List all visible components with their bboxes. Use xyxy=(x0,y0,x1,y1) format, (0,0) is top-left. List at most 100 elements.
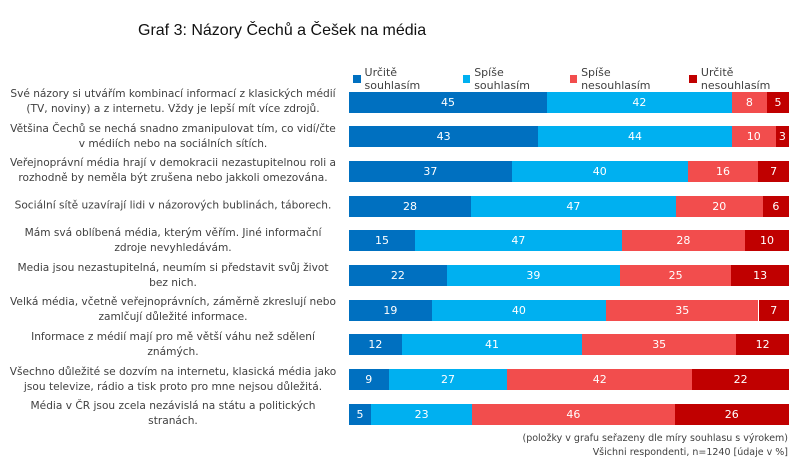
data-label: 40 xyxy=(511,303,526,317)
data-label: 22 xyxy=(733,373,748,387)
bar-segment: 22 xyxy=(349,265,447,286)
bar-segment: 41 xyxy=(401,334,583,356)
data-label: 40 xyxy=(592,164,607,178)
legend-label: Spíše souhlasím xyxy=(474,66,530,92)
data-label: 37 xyxy=(423,164,438,178)
bar-segment: 37 xyxy=(349,160,512,182)
legend-label: Spíše nesouhlasím xyxy=(581,66,651,92)
data-label: 39 xyxy=(526,269,541,282)
bar-segment: 22 xyxy=(692,369,789,391)
category-label: Většina Čechů se nechá snadno zmanipulov… xyxy=(10,122,336,150)
data-label: 7 xyxy=(770,303,778,317)
bar-segment: 12 xyxy=(349,334,402,356)
category-label: Sociální sítě uzavírají lidi v názorovýc… xyxy=(14,199,332,212)
data-label: 10 xyxy=(746,130,761,144)
data-label: 46 xyxy=(566,407,581,421)
bar-segment: 9 xyxy=(349,369,389,391)
bar-segment: 10 xyxy=(745,230,789,252)
category-label: Informace z médií mají pro mě větší váhu… xyxy=(31,330,315,358)
category-label: Všechno důležité se dozvím na internetu,… xyxy=(9,365,337,393)
bar-segment: 28 xyxy=(621,230,745,252)
data-label: 10 xyxy=(760,234,774,248)
data-label: 16 xyxy=(715,164,730,178)
data-label: 35 xyxy=(652,338,667,352)
data-label: 8 xyxy=(745,95,753,109)
data-label: 25 xyxy=(668,269,683,282)
category-label: Velká média, včetně veřejnoprávních, zám… xyxy=(10,296,336,324)
bar-segment: 35 xyxy=(606,299,759,321)
data-label: 20 xyxy=(712,199,727,213)
bar-segment: 12 xyxy=(736,334,789,356)
bar-segment: 28 xyxy=(349,195,471,217)
data-label: 15 xyxy=(375,234,389,248)
chart-title: Graf 3: Názory Čechů a Češek na média xyxy=(138,22,427,39)
legend-item: Spíše nesouhlasím xyxy=(569,66,678,92)
category-label: Své názory si utvářím kombinací informac… xyxy=(10,88,336,115)
category-label: Mám svá oblíbená média, kterým věřím. Ji… xyxy=(24,226,322,254)
data-label: 12 xyxy=(368,338,383,352)
bar-segment: 20 xyxy=(675,195,763,217)
bar-segment: 5 xyxy=(767,91,789,113)
bar-segment: 15 xyxy=(349,230,415,252)
data-label: 19 xyxy=(383,303,398,317)
bar-segment: 25 xyxy=(620,265,732,286)
bar-segment: 42 xyxy=(547,91,732,113)
data-label: 42 xyxy=(592,373,607,387)
data-label: 13 xyxy=(753,269,768,282)
data-label: 3 xyxy=(778,130,786,144)
bar-segment: 46 xyxy=(472,403,675,425)
data-label: 47 xyxy=(566,199,581,213)
data-label: 35 xyxy=(675,303,690,317)
data-label: 28 xyxy=(402,199,417,213)
bar-segment: 35 xyxy=(582,334,737,356)
bar-segment: 23 xyxy=(371,403,473,425)
bar-segment: 45 xyxy=(349,91,547,113)
data-label: 27 xyxy=(440,373,455,387)
bar-segment: 6 xyxy=(762,195,789,217)
data-label: 44 xyxy=(627,130,642,144)
legend-swatch xyxy=(689,75,697,83)
legend-item: Určitě nesouhlasím xyxy=(689,66,800,92)
legend-label: Určitě nesouhlasím xyxy=(700,66,771,92)
bar-segment: 19 xyxy=(349,299,432,321)
legend-swatch xyxy=(353,75,361,83)
bar-segment: 26 xyxy=(674,403,789,425)
data-label: 5 xyxy=(356,407,364,421)
legend-item: Určitě souhlasím xyxy=(353,66,451,92)
data-label: 42 xyxy=(632,95,647,109)
bar-segment: 39 xyxy=(446,265,621,286)
legend-item: Spíše souhlasím xyxy=(462,66,558,92)
bar-segment: 42 xyxy=(507,369,693,391)
sort-note: (položky v grafu seřazeny dle míry souhl… xyxy=(522,433,788,444)
bar-segment: 47 xyxy=(415,230,622,252)
bar-segment: 13 xyxy=(731,265,789,286)
data-label: 47 xyxy=(511,234,526,248)
bar-segment: 3 xyxy=(775,126,789,148)
legend-swatch xyxy=(462,75,471,83)
legend: Určitě souhlasím Spíše souhlasím Spíše nes… xyxy=(353,66,800,92)
category-label: Veřejnoprávní média hrají v demokracii n… xyxy=(9,157,337,185)
legend-label: Určitě souhlasím xyxy=(364,66,421,92)
bar-segment: 16 xyxy=(687,160,759,182)
bar-segment: 8 xyxy=(731,91,767,113)
bar-segment: 43 xyxy=(349,126,539,148)
data-label: 12 xyxy=(755,338,770,352)
data-label: 26 xyxy=(724,407,739,421)
category-label: Media jsou nezastupitelná, neumím si pře… xyxy=(17,261,329,289)
data-label: 6 xyxy=(772,199,780,213)
data-label: 23 xyxy=(414,407,429,421)
category-label: Média v ČR jsou zcela nezávislá na státu… xyxy=(30,400,316,428)
bar-segment: 7 xyxy=(758,299,789,321)
sample-note: Všichni respondenti, n=1240 [údaje v %] xyxy=(592,447,788,458)
legend-swatch xyxy=(569,75,578,83)
bar-segment: 10 xyxy=(731,126,776,148)
bar-segment: 40 xyxy=(431,299,607,321)
bar-segment: 27 xyxy=(388,369,508,391)
bar-segment: 40 xyxy=(511,160,688,182)
data-label: 28 xyxy=(676,234,691,248)
bar-segment: 5 xyxy=(349,403,371,425)
bar-segment: 47 xyxy=(470,195,676,217)
bar-segment: 7 xyxy=(758,160,789,182)
data-label: 45 xyxy=(441,95,455,109)
